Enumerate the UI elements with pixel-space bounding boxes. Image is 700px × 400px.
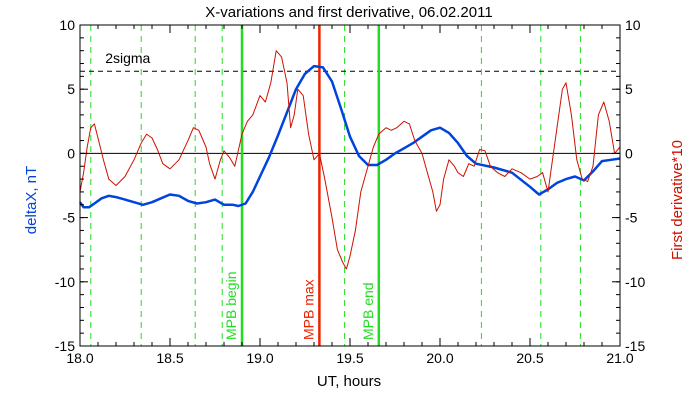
- plot-layer: 2sigma MPB begin MPB max MPB end 18.0 18.5 19.…: [55, 17, 646, 366]
- y-tick-label-left-5: 10: [59, 17, 75, 33]
- x-tick-label-0: 18.0: [66, 350, 93, 366]
- x-axis-title: UT, hours: [317, 373, 381, 390]
- y-tick-label-right-1: -10: [625, 274, 645, 290]
- y-axis-title-left: deltaX, nT: [23, 166, 40, 234]
- x-tick-label-2: 19.0: [246, 350, 273, 366]
- y-tick-label-left-0: -15: [55, 338, 75, 354]
- y-tick-label-left-1: -10: [55, 274, 75, 290]
- y-tick-label-right-0: -15: [625, 338, 645, 354]
- plot-frame: [79, 24, 621, 347]
- x-tick-label-4: 20.0: [426, 350, 453, 366]
- x-tick-label-6: 21.0: [606, 350, 633, 366]
- x-tick-label-3: 19.5: [336, 350, 363, 366]
- y-tick-label-right-2: -5: [625, 210, 638, 226]
- series-line-0: [78, 64, 621, 209]
- y-tick-label-right-4: 5: [625, 81, 633, 97]
- series-line-1: [79, 50, 621, 270]
- marker-label-2: MPB end: [360, 282, 376, 340]
- marker-label-0: MPB begin: [223, 272, 239, 340]
- y-tick-label-right-3: 0: [625, 145, 633, 161]
- x-tick-label-5: 20.5: [516, 350, 543, 366]
- y-tick-label-left-4: 5: [67, 81, 75, 97]
- y-tick-label-left-2: -5: [63, 210, 76, 226]
- y-tick-label-left-3: 0: [67, 145, 75, 161]
- y-tick-label-right-5: 10: [625, 17, 641, 33]
- x-tick-label-1: 18.5: [156, 350, 183, 366]
- threshold-label: 2sigma: [105, 50, 150, 66]
- marker-label-1: MPB max: [300, 279, 316, 340]
- chart-title: X-variations and first derivative, 06.02…: [205, 4, 492, 21]
- y-axis-title-right: First derivative*10: [669, 140, 686, 260]
